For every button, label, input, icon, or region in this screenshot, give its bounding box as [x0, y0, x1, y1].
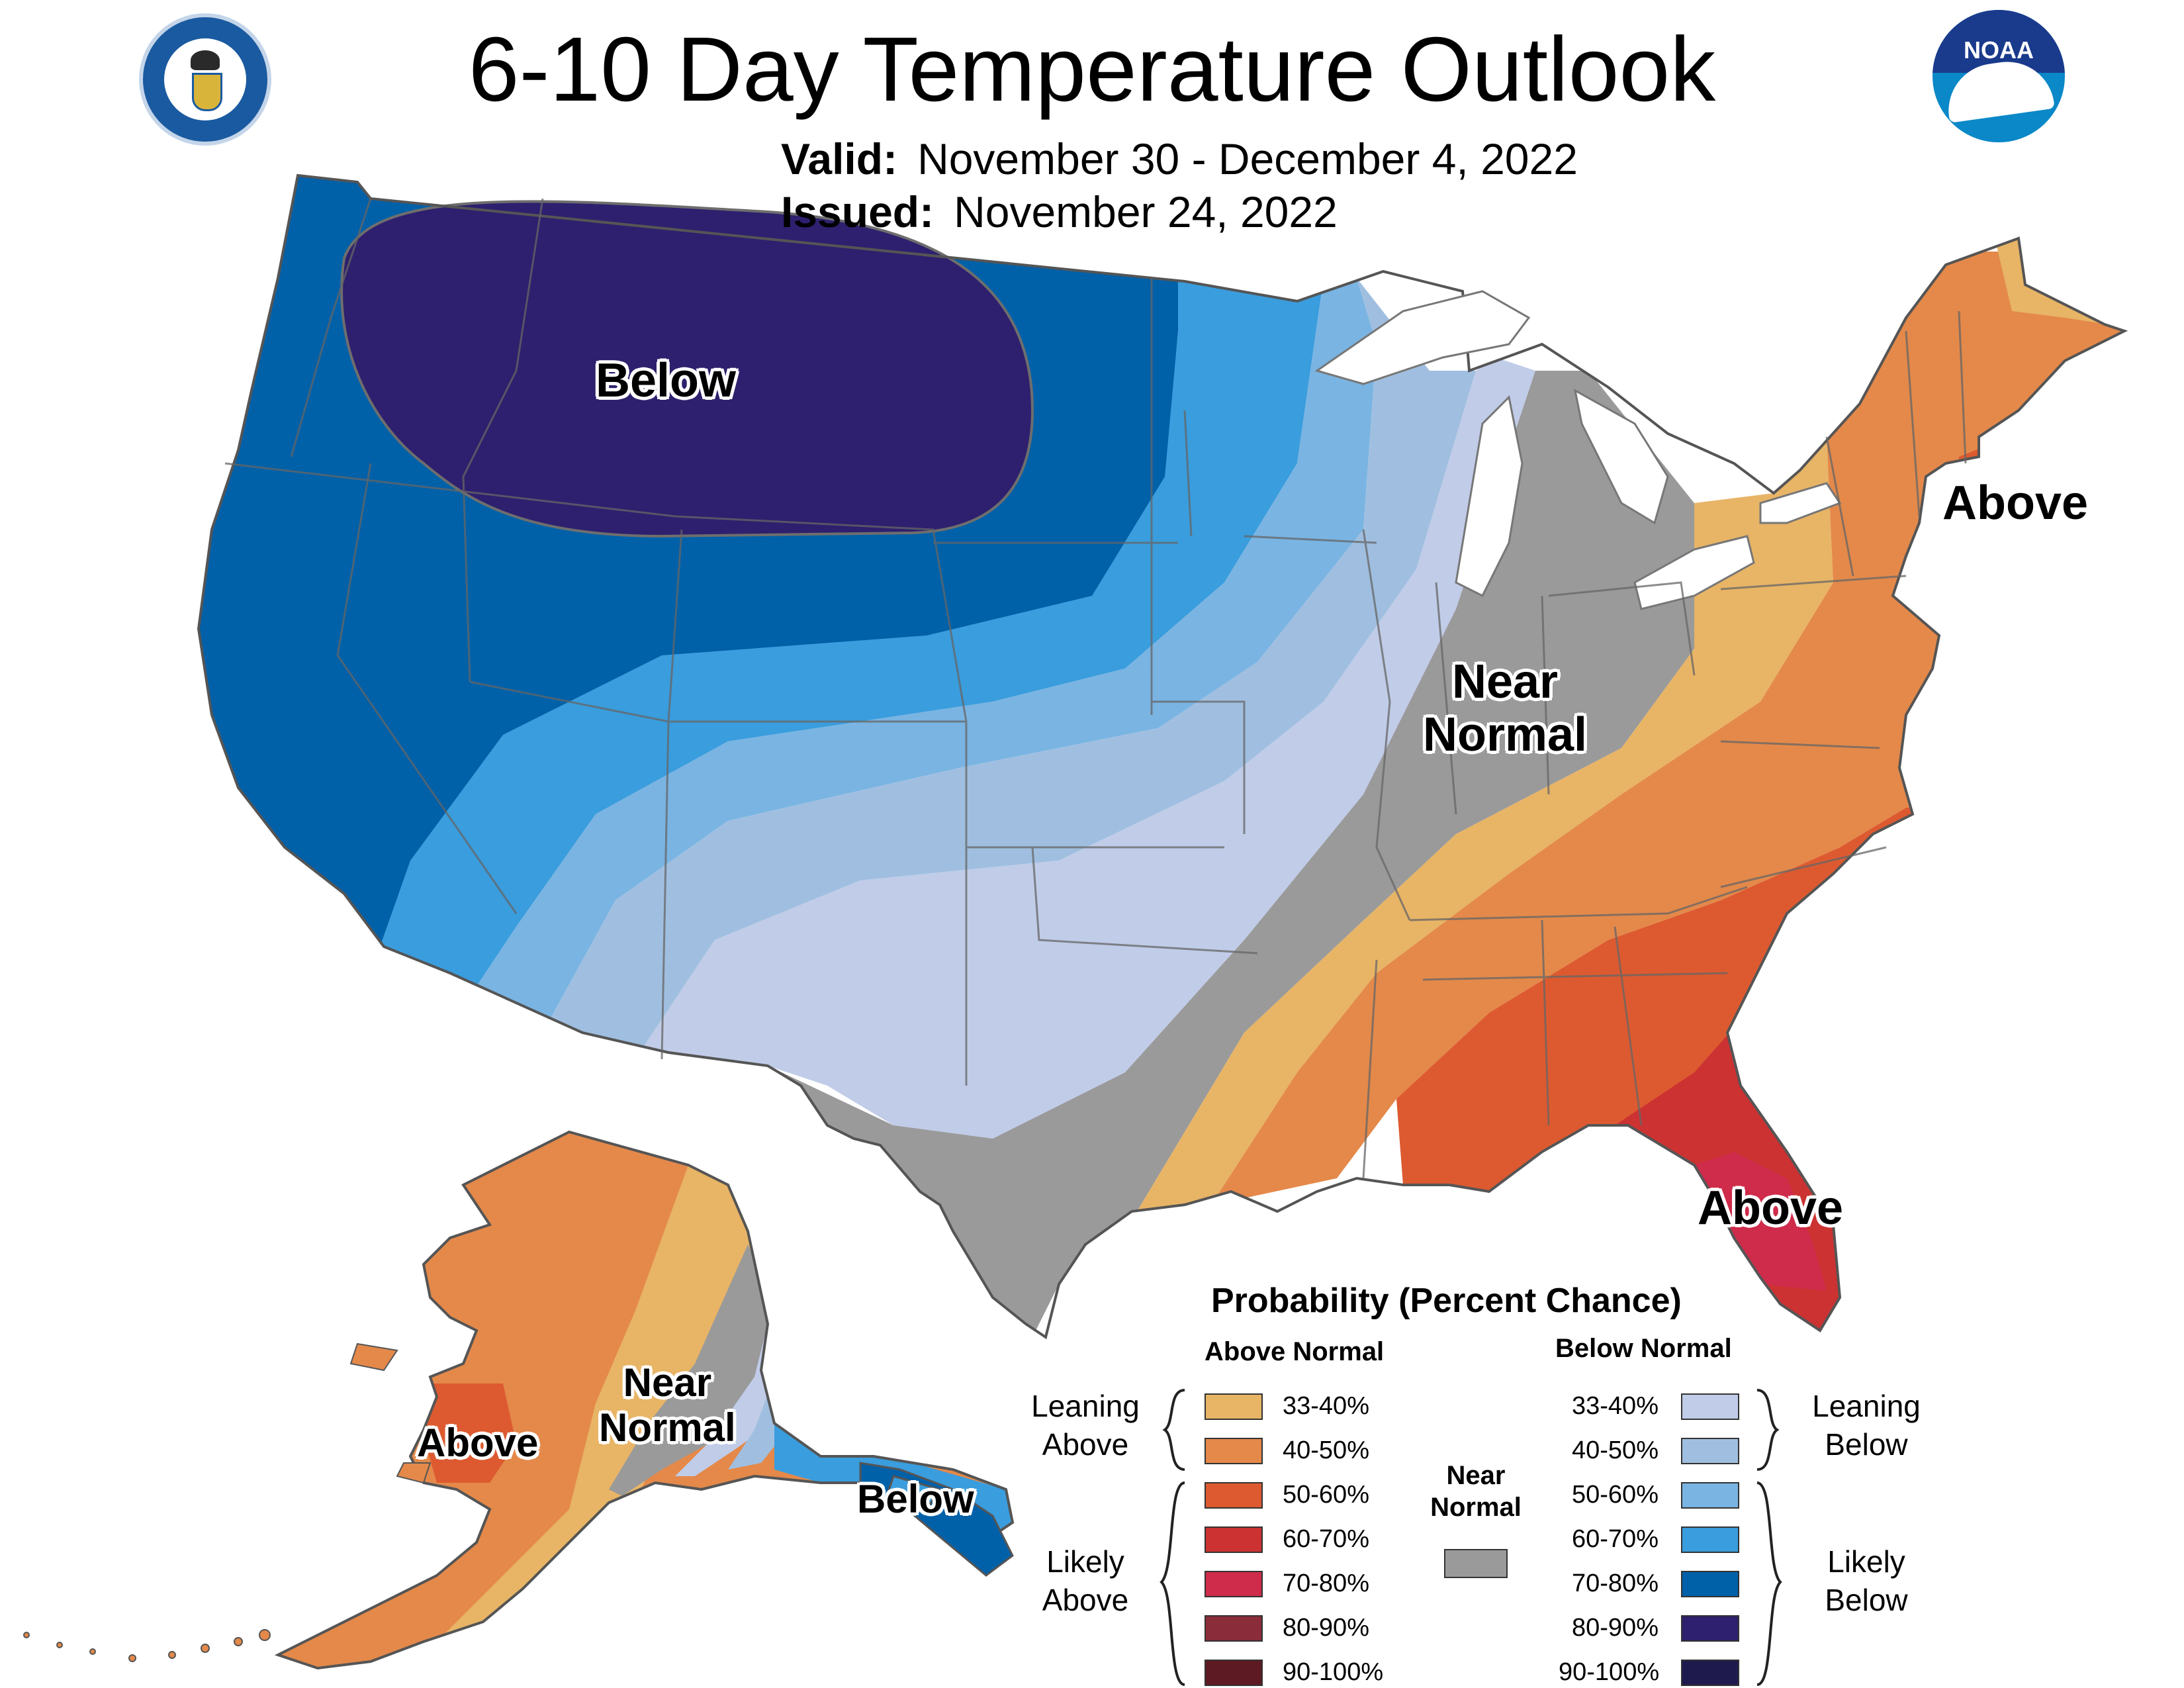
aleutian-islands — [23, 1342, 432, 1662]
likely-above-line2: Above — [1042, 1583, 1129, 1617]
conus-above-ne-label: Above — [1942, 477, 2089, 530]
conus-below-label: Below — [596, 354, 737, 407]
range-above-4: 70-80% — [1283, 1570, 1369, 1597]
conus-near-line2: Normal — [1423, 708, 1588, 761]
likely-above-line1: Likely — [1046, 1544, 1124, 1579]
near-normal-line2: Normal — [1430, 1493, 1522, 1522]
ak-near-line2: Normal — [599, 1405, 736, 1450]
swatch-below-80-90 — [1681, 1615, 1739, 1642]
range-below-6: 90-100% — [1559, 1658, 1660, 1686]
valid-dates: Valid: November 30 - December 4, 2022 — [781, 132, 1578, 185]
range-above-1: 40-50% — [1283, 1436, 1369, 1464]
range-below-4: 70-80% — [1572, 1570, 1659, 1597]
range-below-5: 80-90% — [1572, 1614, 1659, 1642]
eagle-icon — [191, 50, 220, 70]
swatch-near-normal — [1444, 1549, 1508, 1578]
range-above-0: 33-40% — [1283, 1392, 1369, 1420]
below-80-90-region — [340, 200, 1034, 538]
swatch-above-80-90 — [1205, 1615, 1263, 1642]
swatch-above-50-60 — [1205, 1482, 1263, 1509]
alaska-outline — [274, 1130, 1015, 1670]
legend-near-normal: Near Normal — [1410, 1460, 1542, 1523]
commerce-seal-logo — [139, 13, 271, 146]
noaa-logo-text: NOAA — [1964, 36, 2034, 64]
alaska-panhandle — [859, 1462, 1014, 1577]
legend-title: Probability (Percent Chance) — [1211, 1282, 1682, 1320]
swatch-below-40-50 — [1681, 1438, 1739, 1464]
legend-likely-below: Likely Below — [1794, 1542, 1939, 1619]
swatch-above-90-100 — [1205, 1660, 1263, 1686]
near-normal-line1: Near — [1446, 1461, 1506, 1490]
issued-date: Issued: November 24, 2022 — [781, 185, 1338, 238]
range-below-3: 60-70% — [1572, 1525, 1659, 1553]
legend-above-header: Above Normal — [1205, 1337, 1385, 1366]
swatch-below-90-100 — [1681, 1660, 1739, 1686]
great-lakes — [1314, 290, 1842, 610]
swatch-above-40-50 — [1205, 1438, 1263, 1464]
range-below-1: 40-50% — [1572, 1436, 1659, 1464]
leaning-above-line1: Leaning — [1031, 1389, 1140, 1423]
conus-above-fl-label: Above — [1698, 1182, 1844, 1235]
swatch-above-70-80 — [1205, 1571, 1263, 1597]
swatch-above-33-40 — [1205, 1393, 1263, 1420]
swatch-below-70-80 — [1681, 1571, 1739, 1597]
conus-near-line1: Near — [1451, 655, 1559, 708]
conus-outline — [197, 173, 2128, 1340]
valid-value: November 30 - December 4, 2022 — [917, 134, 1578, 183]
range-above-2: 50-60% — [1283, 1481, 1369, 1509]
shield-icon — [192, 73, 222, 111]
range-below-0: 33-40% — [1572, 1392, 1659, 1420]
legend-leaning-below: Leaning Below — [1794, 1387, 1939, 1464]
issued-value: November 24, 2022 — [954, 187, 1338, 236]
likely-below-line2: Below — [1825, 1583, 1908, 1617]
leaning-below-line2: Below — [1825, 1427, 1908, 1462]
noaa-logo: NOAA — [1933, 10, 2065, 142]
page-title: 6-10 Day Temperature Outlook — [468, 19, 1716, 120]
ak-above-label: Above — [417, 1421, 539, 1465]
range-below-2: 50-60% — [1572, 1481, 1659, 1509]
state-borders — [224, 198, 1967, 1179]
valid-label: Valid: — [781, 134, 898, 183]
issued-label: Issued: — [781, 187, 934, 236]
legend-leaning-above: Leaning Above — [1013, 1387, 1158, 1464]
ak-near-line1: Near — [623, 1360, 712, 1405]
range-above-5: 80-90% — [1283, 1614, 1369, 1642]
ak-near-normal-label: Near Normal — [599, 1360, 736, 1450]
seal-inner — [164, 38, 246, 120]
conus-near-normal-label: Near Normal — [1423, 655, 1587, 761]
swatch-below-33-40 — [1681, 1393, 1739, 1420]
ak-below-label: Below — [857, 1477, 974, 1521]
swatch-above-60-70 — [1205, 1526, 1263, 1553]
range-above-3: 60-70% — [1283, 1525, 1369, 1553]
range-above-6: 90-100% — [1283, 1658, 1384, 1686]
leaning-below-line1: Leaning — [1812, 1389, 1921, 1423]
swatch-below-50-60 — [1681, 1482, 1739, 1509]
likely-below-line1: Likely — [1827, 1544, 1905, 1579]
legend-below-header: Below Normal — [1555, 1334, 1732, 1363]
swatch-below-60-70 — [1681, 1526, 1739, 1553]
leaning-above-line2: Above — [1042, 1427, 1129, 1462]
legend-likely-above: Likely Above — [1013, 1542, 1158, 1619]
